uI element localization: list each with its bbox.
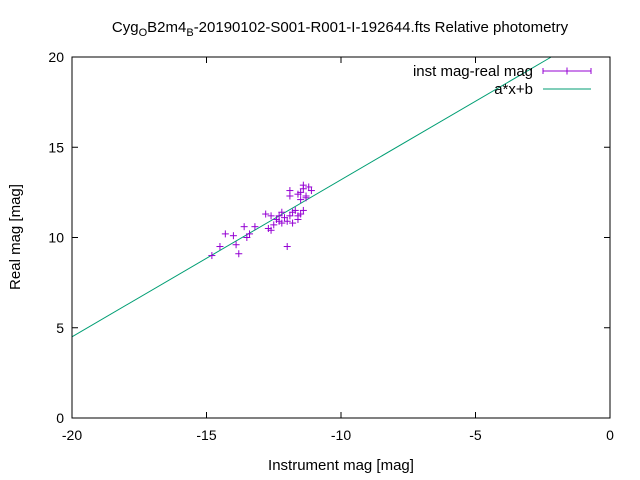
data-point (305, 183, 313, 191)
data-point (208, 252, 216, 260)
data-point (221, 230, 229, 238)
data-point (307, 187, 315, 195)
data-point (299, 206, 307, 214)
y-tick-label: 15 (48, 139, 64, 155)
data-point (275, 212, 283, 220)
plot-area (71, 56, 552, 338)
y-tick-label: 5 (56, 320, 64, 336)
data-point (243, 234, 251, 241)
x-axis-label: Instrument mag [mag] (268, 457, 414, 474)
plot-frame (71, 56, 611, 419)
data-point (229, 232, 237, 240)
data-point (299, 181, 307, 189)
y-axis-label: Real mag [mag] (7, 184, 24, 290)
chart-title-sub2: B (186, 27, 193, 39)
data-point (297, 210, 305, 218)
y-tick-label: 20 (48, 49, 64, 65)
data-point (267, 212, 275, 220)
y-tick-label: 10 (48, 230, 64, 246)
data-point (240, 223, 248, 231)
x-tick-label: -5 (469, 427, 482, 443)
data-point (246, 230, 254, 238)
data-point (289, 219, 297, 227)
data-point (278, 208, 286, 216)
chart-title-suffix: -20190102-S001-R001-I-192644.fts Relativ… (194, 19, 569, 36)
x-axis: -20 -15 -10 -5 0 (62, 57, 614, 443)
data-point (267, 226, 275, 234)
legend-label-scatter: inst mag-real mag (413, 63, 533, 80)
x-tick-label: -10 (331, 427, 351, 443)
chart-title: CygOB2m4B-20190102-S001-R001-I-192644.ft… (112, 19, 569, 39)
data-point (278, 219, 286, 227)
data-point (286, 212, 294, 220)
data-point (232, 241, 240, 249)
data-point (281, 214, 289, 222)
chart-title-mid: B2m4 (147, 19, 186, 36)
data-point (251, 223, 259, 231)
y-axis: 0 5 10 15 20 (48, 49, 610, 426)
data-point (302, 192, 310, 200)
chart-title-sub1: O (139, 27, 148, 39)
data-point (216, 243, 224, 251)
data-point (283, 217, 291, 225)
chart-title-prefix: Cyg (112, 19, 139, 36)
x-tick-label: -15 (196, 427, 216, 443)
x-tick-label: -20 (62, 427, 82, 443)
data-point (235, 250, 243, 258)
legend-label-line: a*x+b (494, 81, 533, 98)
data-point (297, 188, 305, 196)
data-point (262, 210, 270, 218)
data-point (294, 215, 302, 223)
legend: inst mag-real mag a*x+b (413, 63, 592, 98)
data-point (283, 243, 291, 251)
legend-symbol-scatter (542, 67, 592, 75)
data-point (297, 196, 305, 204)
y-tick-label: 0 (56, 410, 64, 426)
data-point (286, 192, 294, 200)
data-point (270, 221, 278, 229)
fit-line (71, 56, 552, 338)
data-point (289, 208, 297, 216)
x-tick-label: 0 (606, 427, 614, 443)
